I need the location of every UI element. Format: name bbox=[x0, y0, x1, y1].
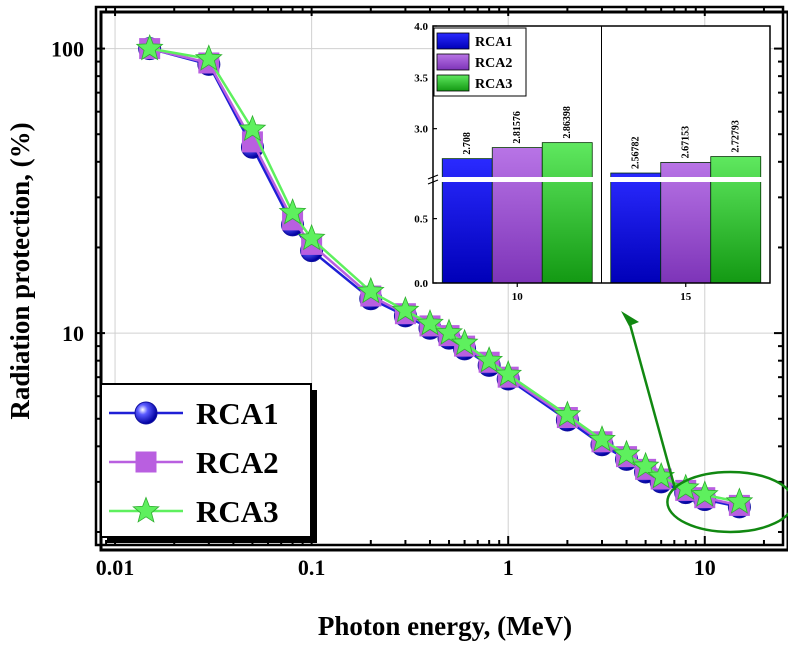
inset-legend-swatch-rca3 bbox=[436, 74, 470, 92]
inset-x-tick-label: 15 bbox=[680, 291, 692, 303]
inset-legend-label: RCA2 bbox=[475, 56, 512, 71]
data-point-rca3 bbox=[494, 359, 523, 387]
inset-y-tick-label: 4.0 bbox=[414, 21, 428, 33]
plot-frame bbox=[94, 5, 788, 552]
data-point-rca3 bbox=[553, 400, 582, 427]
data-point-rca3 bbox=[475, 346, 504, 373]
data-point-rca3 bbox=[135, 33, 164, 61]
inset-bar-rca2 bbox=[660, 161, 712, 284]
data-point-rca3 bbox=[416, 308, 444, 336]
series-rca3 bbox=[135, 33, 754, 514]
inset-legend-label: RCA1 bbox=[475, 35, 512, 50]
series-lines bbox=[135, 33, 754, 519]
data-point-rca3 bbox=[612, 439, 641, 467]
inset-bar-chart: 2.708 2.81576 2.86398 10 2.56782 2.67153 2.727… bbox=[414, 21, 771, 303]
x-axis-label: Photon energy, (MeV) bbox=[317, 611, 573, 641]
inset-bar-rca2 bbox=[491, 147, 543, 284]
inset-y-tick-label: 3.5 bbox=[414, 72, 428, 84]
inset-data-label: 2.56782 bbox=[631, 137, 642, 170]
inset-data-label: 2.708 bbox=[462, 132, 473, 155]
plot-border bbox=[94, 5, 785, 547]
y-axis-label: Radiation protection, (%) bbox=[5, 122, 35, 420]
x-tick-label: 10 bbox=[694, 555, 716, 580]
legend-marker bbox=[134, 401, 158, 425]
y-tick-label: 100 bbox=[51, 37, 84, 62]
data-point-rca3 bbox=[297, 223, 326, 251]
callout-annotation bbox=[621, 311, 788, 534]
legend-label: RCA1 bbox=[196, 396, 279, 431]
inset-bar-rca1 bbox=[610, 172, 662, 284]
frame-shadow bbox=[99, 10, 788, 552]
inset-legend-swatch-rca2 bbox=[436, 53, 470, 71]
legend-label: RCA3 bbox=[196, 494, 279, 529]
legend-item-rca2: RCA2 bbox=[109, 445, 279, 480]
inset-y-tick-label: 3.0 bbox=[414, 124, 428, 136]
legend-item-rca3: RCA3 bbox=[109, 494, 279, 529]
legend: RCA1 RCA2 RCA3 bbox=[100, 383, 317, 543]
callout-ellipse bbox=[666, 470, 788, 534]
y-tick-label: 10 bbox=[62, 321, 84, 346]
x-tick-label: 1 bbox=[503, 555, 514, 580]
data-point-rca3 bbox=[690, 480, 719, 507]
inset-bar-rca3 bbox=[710, 156, 762, 284]
inset-bar-rca3 bbox=[541, 142, 593, 284]
data-point-rca3 bbox=[450, 328, 479, 356]
inset-legend-label: RCA3 bbox=[475, 77, 512, 92]
callout-arrowhead bbox=[621, 311, 639, 326]
data-point-rca3 bbox=[391, 295, 420, 323]
x-tick-label: 0.1 bbox=[298, 555, 326, 580]
data-point-rca3 bbox=[356, 276, 385, 304]
inset-x-tick-label: 10 bbox=[512, 291, 524, 303]
inset-legend-swatch-rca1 bbox=[436, 32, 470, 50]
callout-arrow-line bbox=[626, 316, 677, 491]
legend-item-rca1: RCA1 bbox=[109, 396, 279, 431]
data-point-rca3 bbox=[194, 44, 223, 71]
legend-marker bbox=[132, 496, 160, 523]
data-point-rca3 bbox=[588, 425, 616, 452]
data-point-rca3 bbox=[671, 473, 700, 500]
legend-label: RCA2 bbox=[196, 445, 279, 480]
data-point-rca3 bbox=[238, 114, 267, 142]
data-point-rca3 bbox=[435, 318, 463, 345]
inset-legend: RCA1 RCA2 RCA3 bbox=[433, 27, 527, 97]
inset-data-label: 2.67153 bbox=[681, 126, 692, 159]
x-tick-label: 0.01 bbox=[96, 555, 135, 580]
inset-data-label: 2.81576 bbox=[512, 111, 523, 144]
data-point-rca3 bbox=[631, 451, 660, 479]
inset-data-label: 2.86398 bbox=[562, 106, 573, 139]
inset-y-tick-label: 0.0 bbox=[414, 278, 428, 290]
inset-y-tick-label: 0.5 bbox=[414, 214, 428, 226]
legend-marker bbox=[135, 451, 157, 473]
data-point-rca3 bbox=[278, 198, 307, 225]
inset-data-label: 2.72793 bbox=[731, 120, 742, 153]
data-point-rca3 bbox=[725, 487, 754, 514]
